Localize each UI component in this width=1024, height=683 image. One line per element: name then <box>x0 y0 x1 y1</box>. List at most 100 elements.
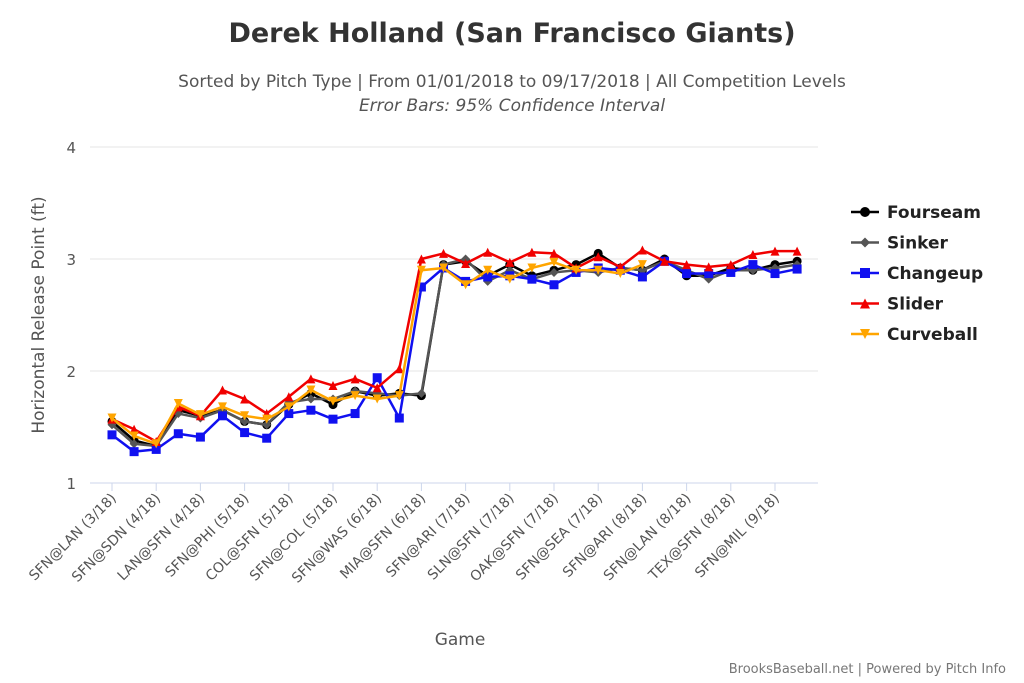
data-point[interactable] <box>860 237 870 248</box>
data-point[interactable] <box>416 254 426 264</box>
data-point[interactable] <box>549 248 559 258</box>
data-point[interactable] <box>527 247 537 257</box>
legend-item-fourseam[interactable]: Fourseam <box>851 203 981 223</box>
data-point[interactable] <box>704 262 714 272</box>
data-point[interactable] <box>483 247 493 257</box>
data-point[interactable] <box>306 385 316 395</box>
data-point[interactable] <box>218 411 227 421</box>
data-point[interactable] <box>372 394 382 404</box>
data-point[interactable] <box>726 267 736 277</box>
data-point[interactable] <box>328 414 338 424</box>
legend-label: Slider <box>887 295 944 315</box>
data-point[interactable] <box>770 246 780 256</box>
data-point[interactable] <box>527 274 537 284</box>
data-point[interactable] <box>792 264 802 274</box>
data-point[interactable] <box>350 374 360 384</box>
data-point[interactable] <box>173 398 183 408</box>
data-point[interactable] <box>637 272 647 282</box>
data-point[interactable] <box>748 260 758 270</box>
legend-item-curveball[interactable]: Curveball <box>851 325 978 345</box>
data-point[interactable] <box>195 432 205 442</box>
data-point[interactable] <box>107 413 117 423</box>
data-point[interactable] <box>726 260 736 270</box>
data-point[interactable] <box>860 329 870 339</box>
data-point[interactable] <box>262 420 272 430</box>
data-point[interactable] <box>439 263 448 273</box>
data-point[interactable] <box>306 394 316 404</box>
data-point[interactable] <box>660 256 669 266</box>
legend-item-changeup[interactable]: Changeup <box>851 264 983 284</box>
data-point[interactable] <box>792 246 802 256</box>
data-point[interactable] <box>549 267 559 277</box>
data-point[interactable] <box>505 257 515 267</box>
data-point[interactable] <box>129 439 139 449</box>
data-point[interactable] <box>328 381 338 391</box>
data-point[interactable] <box>218 402 227 412</box>
x-tick-label: SFN@MIL (9/18) <box>692 491 783 582</box>
data-point[interactable] <box>129 431 139 441</box>
data-point[interactable] <box>372 383 382 393</box>
data-point[interactable] <box>527 263 537 273</box>
legend-item-sinker[interactable]: Sinker <box>851 234 949 254</box>
data-point[interactable] <box>461 280 471 290</box>
data-point[interactable] <box>704 269 714 279</box>
data-point[interactable] <box>593 252 603 262</box>
grid <box>90 146 818 484</box>
data-point[interactable] <box>637 245 647 255</box>
data-point[interactable] <box>284 409 294 419</box>
data-point[interactable] <box>394 391 404 401</box>
data-point[interactable] <box>860 268 870 278</box>
data-point[interactable] <box>306 374 316 384</box>
data-point[interactable] <box>284 402 294 412</box>
data-point[interactable] <box>770 269 780 279</box>
data-point[interactable] <box>151 439 161 449</box>
data-point[interactable] <box>240 394 250 404</box>
data-point[interactable] <box>350 391 360 401</box>
data-point[interactable] <box>240 416 250 426</box>
data-point[interactable] <box>860 207 870 217</box>
data-point[interactable] <box>218 385 227 395</box>
y-axis-title: Horizontal Release Point (ft) <box>29 196 49 433</box>
data-point[interactable] <box>461 258 471 268</box>
data-point[interactable] <box>195 410 205 420</box>
x-axis-title: Game <box>435 630 486 650</box>
data-point[interactable] <box>682 269 692 279</box>
data-point[interactable] <box>129 447 139 457</box>
data-point[interactable] <box>615 269 625 279</box>
data-point[interactable] <box>284 392 294 402</box>
data-point[interactable] <box>151 444 161 454</box>
data-point[interactable] <box>593 265 603 275</box>
legend-item-slider[interactable]: Slider <box>851 295 944 315</box>
data-point[interactable] <box>416 282 426 292</box>
data-point[interactable] <box>416 388 426 398</box>
data-point[interactable] <box>107 430 117 440</box>
series-sinker <box>107 254 802 451</box>
data-point[interactable] <box>416 265 426 275</box>
data-point[interactable] <box>571 265 581 275</box>
data-point[interactable] <box>350 409 360 419</box>
data-point[interactable] <box>483 265 493 275</box>
data-point[interactable] <box>748 250 758 260</box>
data-point[interactable] <box>682 260 692 270</box>
series-changeup <box>107 256 802 457</box>
data-point[interactable] <box>860 298 870 309</box>
credits[interactable]: BrooksBaseball.net | Powered by Pitch In… <box>729 662 1006 677</box>
data-point[interactable] <box>306 405 316 415</box>
data-point[interactable] <box>549 280 559 290</box>
data-point[interactable] <box>372 373 382 383</box>
data-point[interactable] <box>505 274 515 284</box>
data-point[interactable] <box>394 364 404 374</box>
data-point[interactable] <box>262 414 272 424</box>
data-point[interactable] <box>240 411 250 421</box>
data-point[interactable] <box>173 429 183 439</box>
data-point[interactable] <box>549 257 559 267</box>
data-point[interactable] <box>483 272 493 282</box>
data-point[interactable] <box>394 413 404 423</box>
legend-label: Curveball <box>887 325 978 345</box>
data-point[interactable] <box>240 428 250 438</box>
data-point[interactable] <box>439 248 448 258</box>
data-point[interactable] <box>262 433 272 443</box>
data-point[interactable] <box>637 260 647 270</box>
data-point[interactable] <box>328 396 338 406</box>
